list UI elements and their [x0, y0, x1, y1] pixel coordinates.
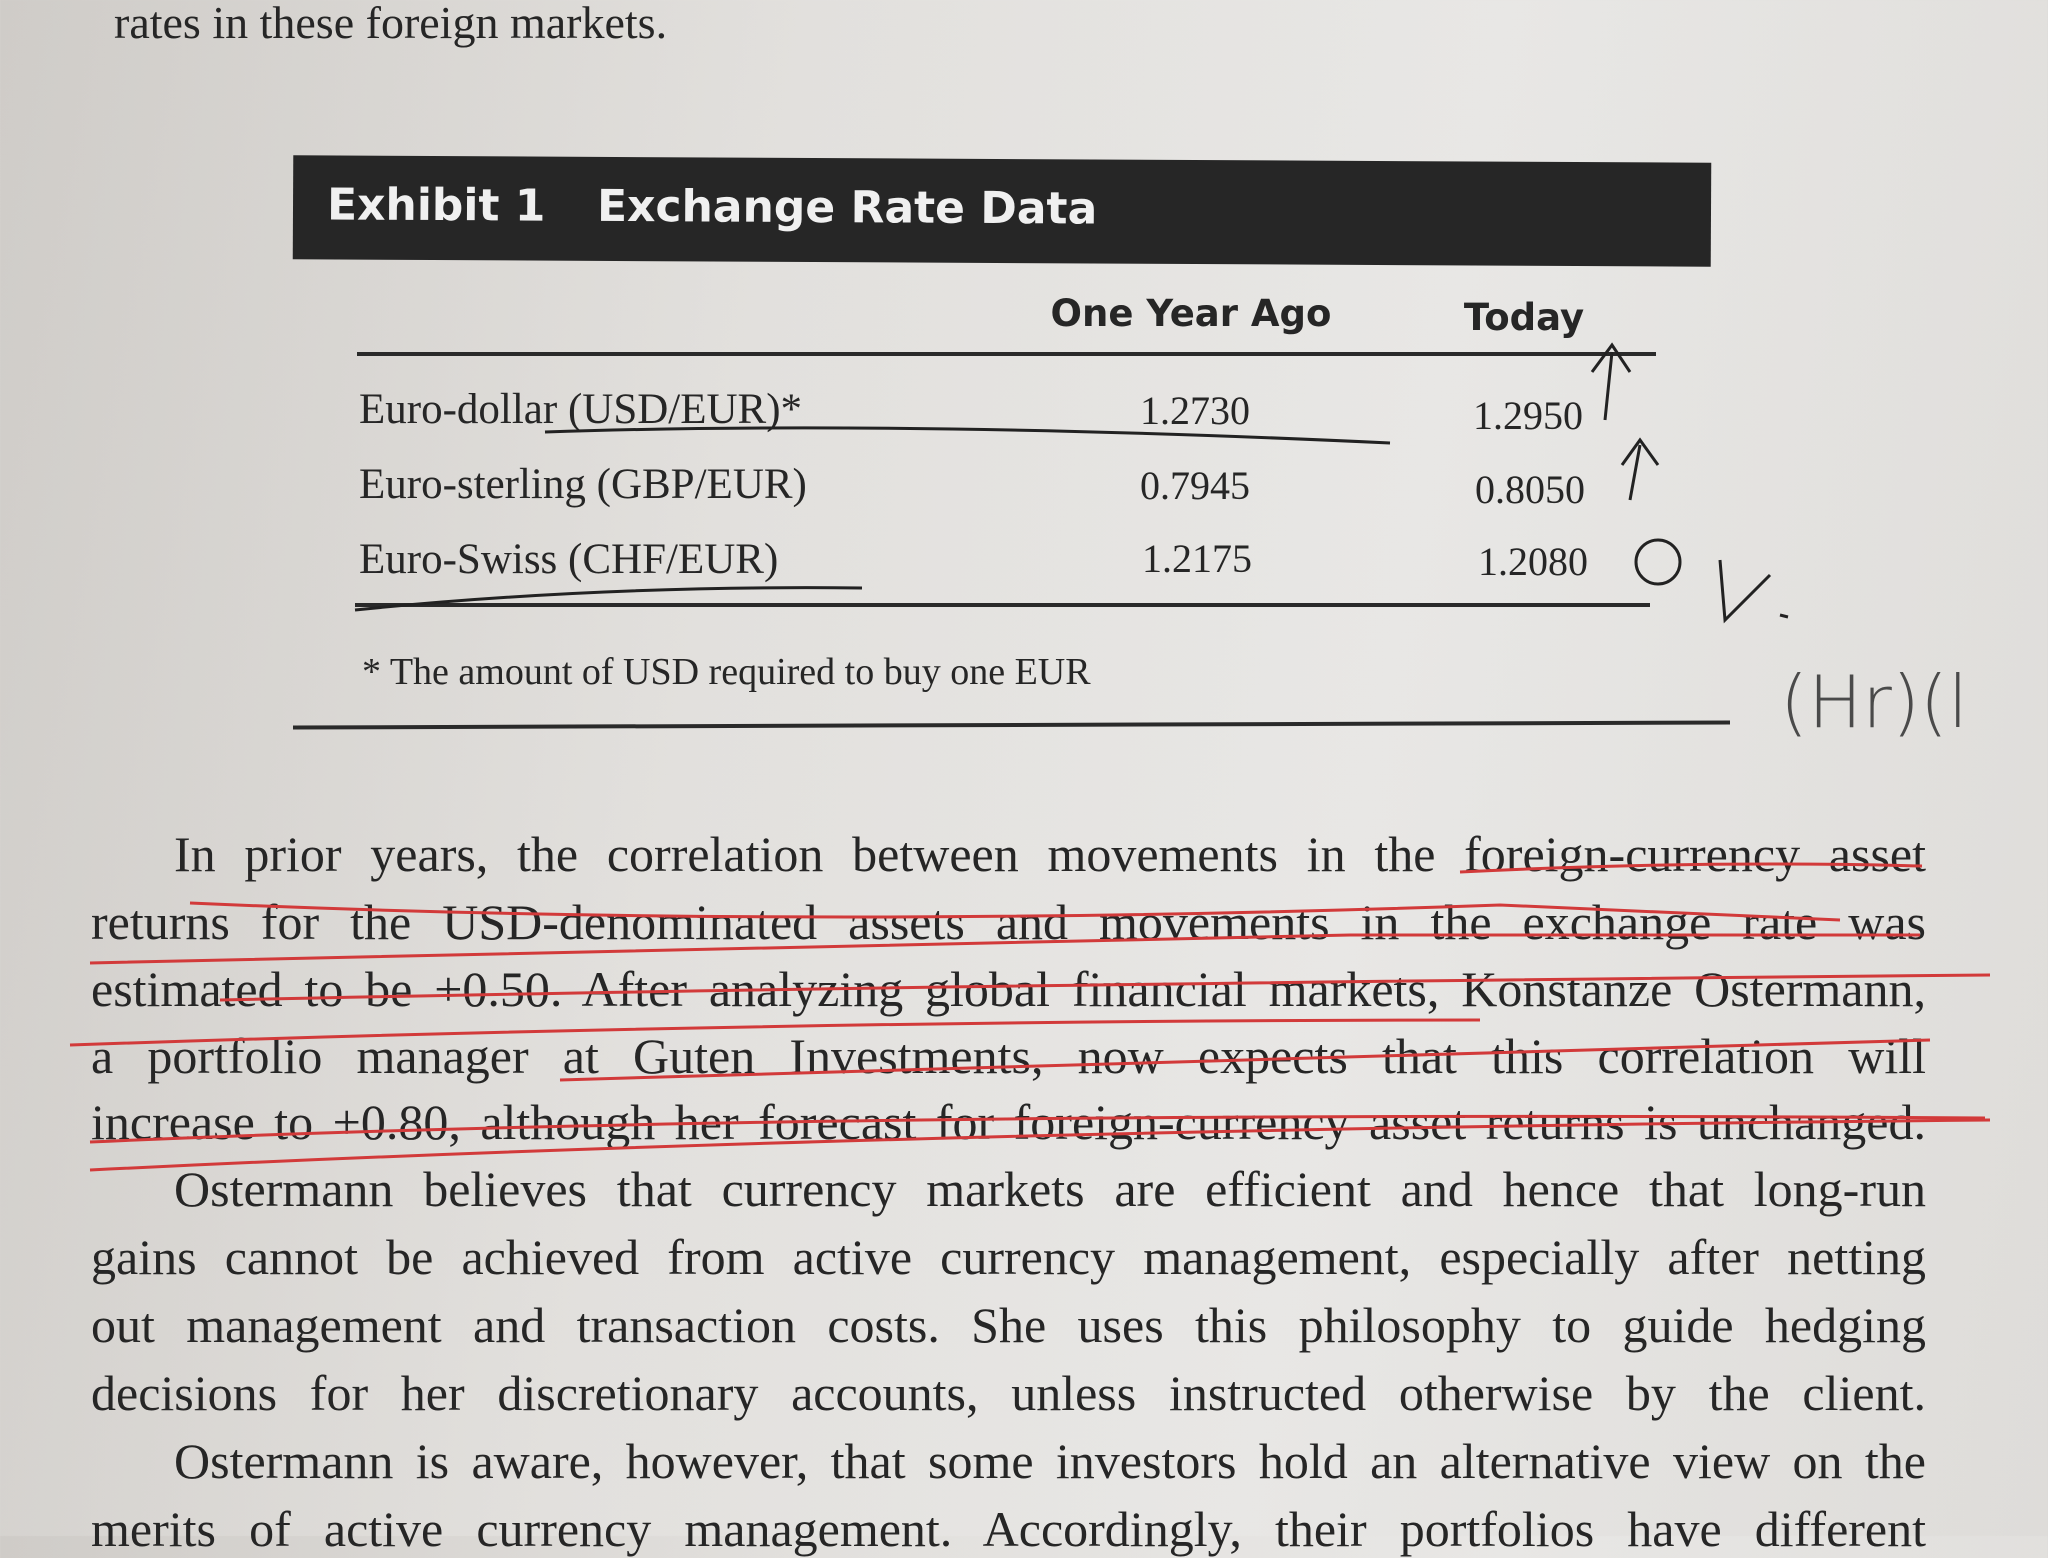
paragraph-line: increase to +0.80, although her forecast…: [91, 1094, 1926, 1150]
paragraph-line: In prior years, the correlation between …: [174, 826, 1926, 882]
paragraph-line: out management and transaction costs. Sh…: [91, 1297, 1926, 1353]
value-today: 1.2950: [1473, 393, 1583, 438]
column-header-today: Today: [1463, 296, 1585, 339]
handwritten-margin-note: (Hr)(l: [1780, 660, 1969, 744]
ink-marks: [354, 342, 1789, 624]
red-underlines: [69, 862, 1991, 1172]
paragraph-line: Ostermann believes that currency markets…: [174, 1161, 1926, 1217]
value-today: 0.8050: [1475, 467, 1585, 512]
table-footnote: * The amount of USD required to buy one …: [362, 651, 1091, 693]
paragraph-line: decisions for her discretionary accounts…: [91, 1365, 1926, 1421]
row-label: Euro-Swiss (CHF/EUR): [359, 536, 779, 583]
row-label: Euro-dollar (USD/EUR)*: [359, 386, 803, 433]
paragraph-line: estimated to be +0.50. After analyzing g…: [91, 961, 1926, 1017]
value-one-year-ago: 0.7945: [1140, 463, 1250, 508]
paragraph-line: gains cannot be achieved from active cur…: [91, 1229, 1926, 1285]
row-label: Euro-sterling (GBP/EUR): [359, 461, 807, 508]
value-one-year-ago: 1.2175: [1142, 536, 1252, 581]
value-one-year-ago: 1.2730: [1140, 388, 1250, 433]
column-header-one-year-ago: One Year Ago: [1050, 292, 1332, 335]
table-top-rule: [357, 352, 1656, 356]
value-today: 1.2080: [1478, 539, 1588, 584]
paragraph-line: Ostermann is aware, however, that some i…: [174, 1433, 1926, 1489]
table-bottom-rule: [355, 603, 1650, 607]
paragraph-line: returns for the USD-denominated assets a…: [91, 894, 1926, 950]
paragraph-line: a portfolio manager at Guten Investments…: [91, 1028, 1926, 1084]
intro-text: rates in these foreign markets.: [114, 0, 668, 48]
